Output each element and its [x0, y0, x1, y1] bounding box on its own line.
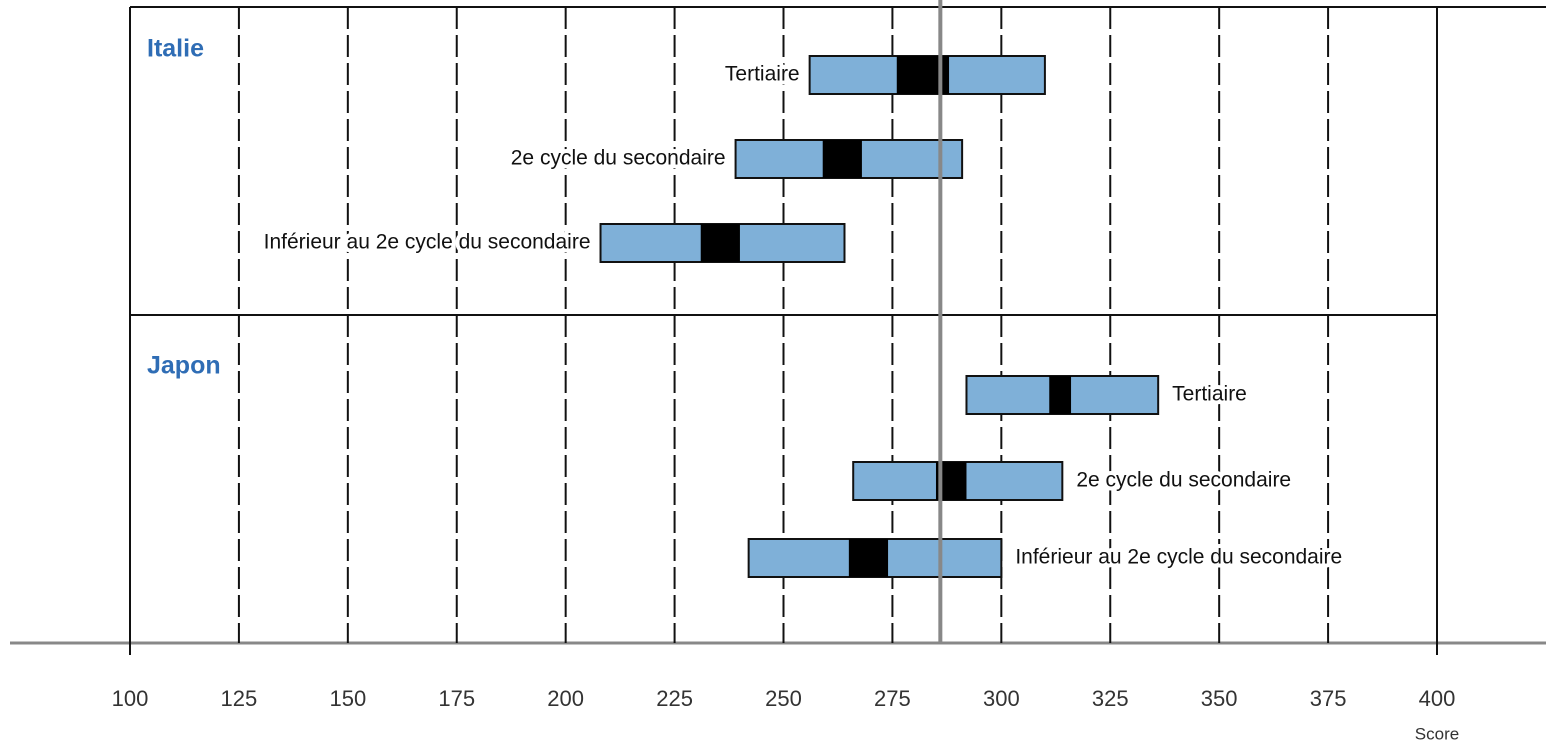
panel-title: Italie — [147, 35, 204, 63]
row-label: 2e cycle du secondaire — [511, 147, 726, 170]
ci-box — [848, 539, 889, 577]
x-tick-label: 200 — [547, 686, 584, 711]
x-tick-label: 100 — [112, 686, 149, 711]
x-tick-label: 150 — [329, 686, 366, 711]
x-tick-label: 250 — [765, 686, 802, 711]
x-tick-label: 375 — [1310, 686, 1347, 711]
x-tick-label: 225 — [656, 686, 693, 711]
x-tick-label: 400 — [1419, 686, 1456, 711]
ci-box — [700, 224, 740, 262]
x-tick-label: 350 — [1201, 686, 1238, 711]
x-tick-label: 300 — [983, 686, 1020, 711]
panel-title: Japon — [147, 352, 221, 380]
x-tick-label: 175 — [438, 686, 475, 711]
ci-box — [1049, 376, 1072, 414]
row-label: 2e cycle du secondaire — [1076, 469, 1291, 492]
row-label: Inférieur au 2e cycle du secondaire — [264, 231, 591, 254]
row-label: Tertiaire — [725, 63, 800, 86]
x-axis-label: Score — [1415, 724, 1459, 743]
row-label: Tertiaire — [1172, 383, 1247, 406]
x-tick-label: 125 — [221, 686, 258, 711]
ci-box — [822, 140, 862, 178]
row-label: Inférieur au 2e cycle du secondaire — [1015, 546, 1342, 569]
x-tick-label: 275 — [874, 686, 911, 711]
x-tick-label: 325 — [1092, 686, 1129, 711]
